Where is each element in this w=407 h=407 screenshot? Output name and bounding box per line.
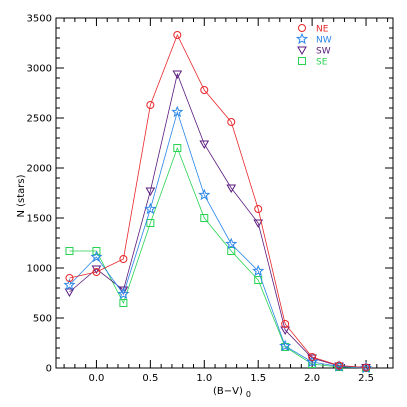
series-line-se (69, 146, 367, 369)
data-point-ne (173, 31, 182, 39)
x-axis-label: (B−V) 0 (213, 386, 251, 399)
x-axis-label-main: (B−V) (213, 386, 243, 397)
data-point-se (146, 219, 155, 227)
data-point-se (281, 343, 290, 351)
data-point-ne (254, 205, 263, 213)
data-point-ne (146, 101, 155, 109)
x-tick-label: 1.0 (196, 373, 212, 384)
x-tick-label: 1.5 (250, 373, 266, 384)
legend-label-se: SE (316, 58, 328, 68)
y-tick-label: 0 (46, 364, 52, 375)
series-line-nw (69, 110, 367, 369)
y-tick-label: 2500 (27, 114, 52, 125)
legend-marker-nw (295, 32, 309, 45)
y-tick-label: 1000 (27, 264, 52, 275)
y-axis-label: N (stars) (16, 174, 27, 217)
data-point-nw (144, 202, 157, 215)
y-tick-label: 1500 (27, 214, 52, 225)
data-point-sw (64, 288, 75, 298)
legend-label-sw: SW (316, 47, 331, 57)
legend-item-se: SE (298, 57, 328, 68)
legend-marker-ne (298, 24, 306, 32)
data-point-sw (199, 140, 210, 150)
data-point-nw (225, 237, 238, 250)
data-point-sw (145, 187, 156, 197)
data-point-ne (65, 274, 74, 282)
data-point-sw (253, 219, 264, 229)
x-tick-label: 0.0 (88, 373, 104, 384)
y-tick-label: 3500 (27, 14, 52, 25)
x-tick-label: 2.0 (304, 373, 320, 384)
legend-item-sw: SW (297, 46, 331, 57)
legend-label-nw: NW (316, 36, 332, 46)
y-tick-label: 2000 (27, 164, 52, 175)
data-point-ne (119, 255, 128, 263)
series-line-sw (69, 72, 367, 368)
data-point-ne (362, 363, 371, 372)
data-point-se (200, 214, 209, 222)
data-point-sw (118, 286, 129, 296)
legend-label-ne: NE (316, 25, 329, 35)
data-point-se (227, 247, 236, 255)
legend-marker-sw (297, 46, 307, 56)
data-point-ne (92, 268, 101, 276)
series-sw (64, 70, 371, 373)
data-point-nw (63, 278, 76, 291)
data-point-nw (306, 355, 319, 368)
x-tick-label: 2.5 (358, 373, 374, 384)
data-point-nw (279, 339, 292, 352)
legend-item-ne: NE (298, 24, 329, 35)
y-tick-label: 500 (33, 314, 52, 325)
data-point-se (119, 299, 128, 307)
series-nw (63, 105, 373, 374)
plot-area: 0 500 1000 1500 2000 2500 3000 3500 0.0 0.5 1.0 1.5… (27, 14, 394, 384)
data-point-sw (226, 184, 237, 194)
data-point-sw (307, 354, 317, 364)
series-ne (65, 31, 371, 372)
data-point-ne (308, 353, 317, 361)
data-point-ne (200, 86, 209, 94)
x-axis-label-subscript: 0 (246, 390, 251, 399)
legend-marker-se (298, 57, 306, 65)
y-tick-label: 3000 (27, 64, 52, 75)
data-point-nw (90, 250, 103, 263)
x-tick-label: 0.5 (142, 373, 158, 384)
legend-item-nw: NW (295, 32, 332, 46)
data-point-nw (198, 188, 211, 201)
series-line-ne (69, 34, 367, 368)
data-point-sw (172, 70, 183, 80)
data-point-se (173, 144, 182, 152)
data-point-nw (171, 105, 184, 118)
data-point-ne (281, 320, 290, 328)
series-se (65, 144, 371, 372)
plot-frame (55, 17, 394, 369)
data-point-nw (117, 287, 130, 300)
data-point-ne (335, 361, 344, 370)
data-point-se (65, 247, 74, 255)
data-point-ne (227, 118, 236, 126)
data-point-nw (252, 264, 265, 277)
data-point-se (92, 247, 101, 255)
